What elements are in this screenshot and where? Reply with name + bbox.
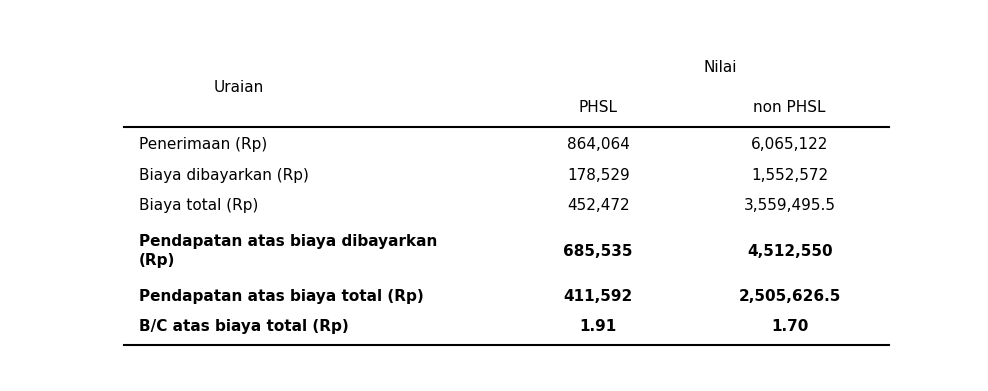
Text: 4,512,550: 4,512,550 <box>747 244 833 258</box>
Text: Nilai: Nilai <box>704 61 737 75</box>
Text: Pendapatan atas biaya dibayarkan
(Rp): Pendapatan atas biaya dibayarkan (Rp) <box>138 233 437 268</box>
Text: 1.70: 1.70 <box>771 319 808 334</box>
Text: 178,529: 178,529 <box>567 168 629 183</box>
Text: Penerimaan (Rp): Penerimaan (Rp) <box>138 137 267 152</box>
Text: non PHSL: non PHSL <box>754 100 826 115</box>
Text: 685,535: 685,535 <box>563 244 633 258</box>
Text: 6,065,122: 6,065,122 <box>751 137 828 152</box>
Text: Biaya dibayarkan (Rp): Biaya dibayarkan (Rp) <box>138 168 308 183</box>
Text: 864,064: 864,064 <box>567 137 629 152</box>
Text: B/C atas biaya total (Rp): B/C atas biaya total (Rp) <box>138 319 349 334</box>
Text: 3,559,495.5: 3,559,495.5 <box>744 198 836 213</box>
Text: 411,592: 411,592 <box>563 289 633 304</box>
Text: 1.91: 1.91 <box>580 319 617 334</box>
Text: 2,505,626.5: 2,505,626.5 <box>738 289 841 304</box>
Text: Biaya total (Rp): Biaya total (Rp) <box>138 198 258 213</box>
Text: 452,472: 452,472 <box>567 198 629 213</box>
Text: Pendapatan atas biaya total (Rp): Pendapatan atas biaya total (Rp) <box>138 289 424 304</box>
Text: PHSL: PHSL <box>579 100 618 115</box>
Text: 1,552,572: 1,552,572 <box>751 168 828 183</box>
Text: Uraian: Uraian <box>213 80 264 95</box>
